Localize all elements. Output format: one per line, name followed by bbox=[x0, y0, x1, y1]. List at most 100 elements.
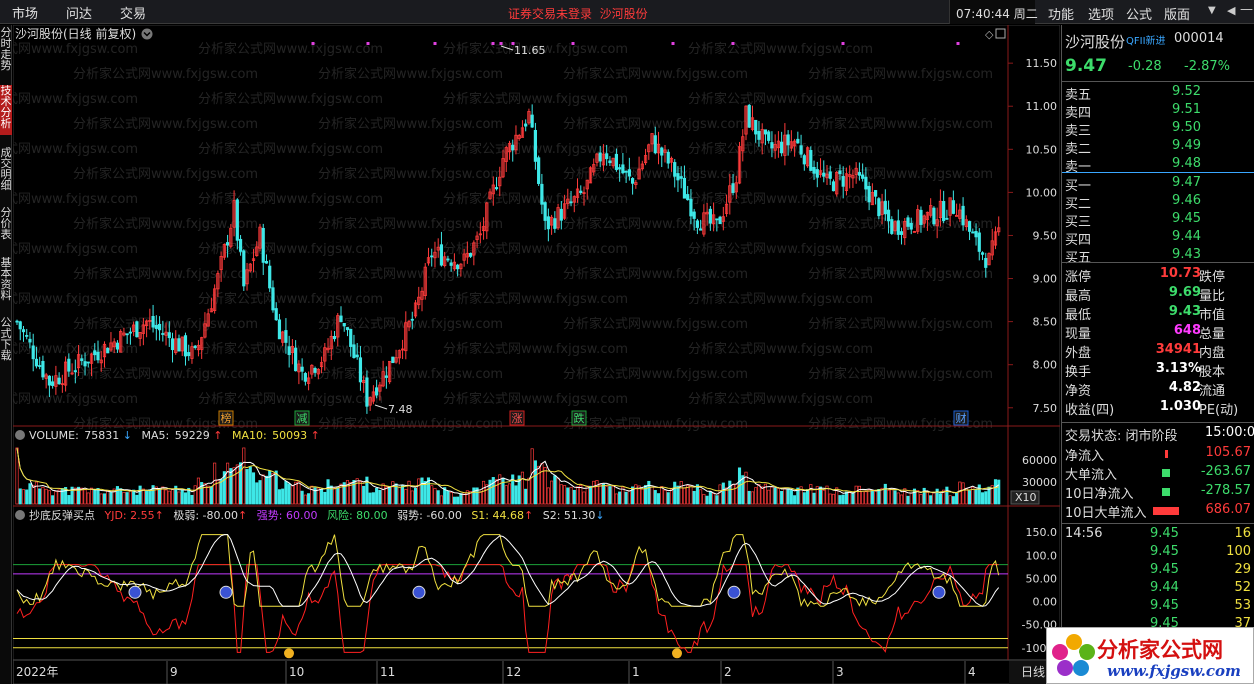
marker-label: 财 bbox=[956, 411, 967, 425]
ask-row: 卖五 9.52 bbox=[1062, 84, 1254, 103]
volume-bar bbox=[125, 492, 129, 505]
volume-bar bbox=[507, 483, 512, 505]
candle-body bbox=[673, 162, 677, 177]
volume-bar bbox=[73, 487, 77, 505]
menu-market[interactable]: 市场 bbox=[12, 7, 39, 22]
dropdown-icon[interactable]: ▼ bbox=[1208, 5, 1216, 16]
minimize-icon[interactable]: — bbox=[1240, 2, 1253, 17]
event-marker[interactable]: 减 bbox=[294, 410, 310, 426]
menu-formula[interactable]: 公式 bbox=[1126, 8, 1153, 23]
volume-menu-icon[interactable] bbox=[15, 430, 25, 440]
volume-bar bbox=[520, 471, 524, 505]
event-marker[interactable]: 财 bbox=[953, 410, 969, 426]
logo-url: www.fxjgsw.com bbox=[1107, 662, 1241, 680]
candle-body bbox=[530, 114, 534, 128]
candle-body bbox=[757, 130, 761, 140]
candle-body bbox=[559, 208, 563, 221]
candle-body bbox=[890, 219, 894, 234]
tab-technical[interactable]: 技术分析 bbox=[0, 85, 12, 135]
yjd-value: YJD: 2.55 bbox=[104, 509, 155, 522]
tab-price-table[interactable]: 分价表 bbox=[0, 207, 12, 241]
candle-body bbox=[903, 220, 907, 239]
volume-bar bbox=[34, 481, 38, 505]
volume-bar bbox=[543, 467, 547, 505]
time-label: 3 bbox=[836, 665, 844, 679]
event-marker[interactable]: 榜 bbox=[218, 410, 234, 426]
volume-bar bbox=[232, 467, 236, 505]
volume-bar bbox=[248, 466, 252, 505]
volume-bar bbox=[627, 490, 631, 505]
volume-bar bbox=[135, 494, 139, 505]
qiangshi-value: 强势: 60.00 bbox=[257, 509, 318, 522]
candle-body bbox=[475, 235, 479, 241]
volume-bar bbox=[420, 477, 424, 505]
candle-body bbox=[468, 253, 473, 257]
candle-body bbox=[200, 337, 204, 350]
maximize-icon[interactable] bbox=[995, 28, 1006, 39]
candle-body bbox=[378, 384, 382, 392]
candle-body bbox=[851, 175, 855, 179]
stat-value: 9.69 bbox=[1168, 285, 1201, 300]
volume-bar bbox=[776, 488, 780, 505]
watermark-text: 分析家公式网www.fxjgsw.com bbox=[808, 66, 993, 82]
menu-layout[interactable]: 版面 bbox=[1164, 8, 1191, 23]
candle-body bbox=[216, 273, 220, 290]
notice-text: 证券交易未登录 bbox=[508, 7, 593, 21]
volume-bar bbox=[106, 490, 110, 505]
candle-body bbox=[754, 119, 758, 135]
event-marker[interactable]: 跌 bbox=[571, 410, 587, 426]
volume-bar bbox=[511, 474, 515, 505]
candle-body bbox=[170, 338, 175, 351]
marker-box bbox=[953, 410, 969, 426]
quote-panel: 沙河股份 QFII新进 000014 9.47 -0.28 -2.87% 卖五 9… bbox=[1061, 25, 1254, 684]
volume-bar bbox=[533, 460, 537, 505]
candle-body bbox=[365, 377, 369, 407]
volume-bar bbox=[822, 489, 826, 505]
indicator-menu-icon[interactable] bbox=[15, 510, 25, 520]
tab-formula-download[interactable]: 公式下载 bbox=[0, 317, 12, 362]
price-tick-label: 10.00 bbox=[1026, 186, 1058, 199]
marker-label: 涨 bbox=[512, 412, 523, 425]
candle-body bbox=[919, 209, 923, 225]
event-marker[interactable]: 涨 bbox=[509, 410, 525, 426]
candle-body bbox=[60, 383, 64, 386]
flow-row: 10日大单流入 686.07 bbox=[1062, 502, 1254, 521]
stat-row: 最低 9.43 市值 bbox=[1062, 304, 1254, 323]
tab-basic-info[interactable]: 基本资料 bbox=[0, 257, 12, 302]
candle-body bbox=[993, 231, 998, 246]
candle-body bbox=[225, 242, 230, 246]
main-title[interactable]: 沙河股份(日线 前复权) bbox=[15, 26, 153, 41]
diamond-icon[interactable]: ◇ bbox=[985, 28, 994, 41]
volume-bar bbox=[294, 481, 298, 505]
volume-bar bbox=[874, 490, 878, 505]
stock-chart[interactable]: 分析家公式网www.fxjgsw.com 分析家公式网www.fxjgsw.com… bbox=[13, 25, 1060, 684]
volume-bar bbox=[251, 472, 256, 505]
candle-body bbox=[712, 214, 716, 225]
menu-wenda[interactable]: 问达 bbox=[66, 7, 93, 22]
flow-label: 净流入 bbox=[1065, 449, 1105, 464]
ask-row: 卖二 9.49 bbox=[1062, 138, 1254, 157]
trade-login-notice[interactable]: 证券交易未登录 沙河股份 bbox=[508, 5, 648, 22]
watermark-text: 分析家公式网www.fxjgsw.com bbox=[198, 91, 383, 107]
price-row: 9.47 -0.28 -2.87% bbox=[1062, 56, 1254, 78]
candle-body bbox=[702, 212, 706, 235]
stat-label: 现量 bbox=[1065, 327, 1092, 342]
back-icon[interactable]: ◀ bbox=[1227, 4, 1236, 17]
menu-function[interactable]: 功能 bbox=[1048, 8, 1075, 23]
candle-body bbox=[478, 233, 482, 236]
volume-bar bbox=[375, 487, 379, 505]
tab-intraday[interactable]: 分时走势 bbox=[0, 27, 12, 72]
title-dropdown-icon[interactable] bbox=[141, 28, 153, 40]
volume-bar bbox=[786, 488, 790, 505]
volume-bar bbox=[222, 471, 226, 505]
volume-bar bbox=[64, 487, 68, 505]
book-divider bbox=[1062, 172, 1254, 173]
stock-link[interactable]: 沙河股份 bbox=[599, 7, 648, 21]
menu-trade[interactable]: 交易 bbox=[120, 7, 147, 22]
tab-deals[interactable]: 成交明细 bbox=[0, 147, 12, 192]
volume-bar bbox=[355, 478, 359, 505]
volume-bar bbox=[413, 487, 418, 505]
candle-body bbox=[229, 227, 233, 247]
menu-options[interactable]: 选项 bbox=[1088, 8, 1115, 23]
candle-body bbox=[799, 145, 803, 155]
